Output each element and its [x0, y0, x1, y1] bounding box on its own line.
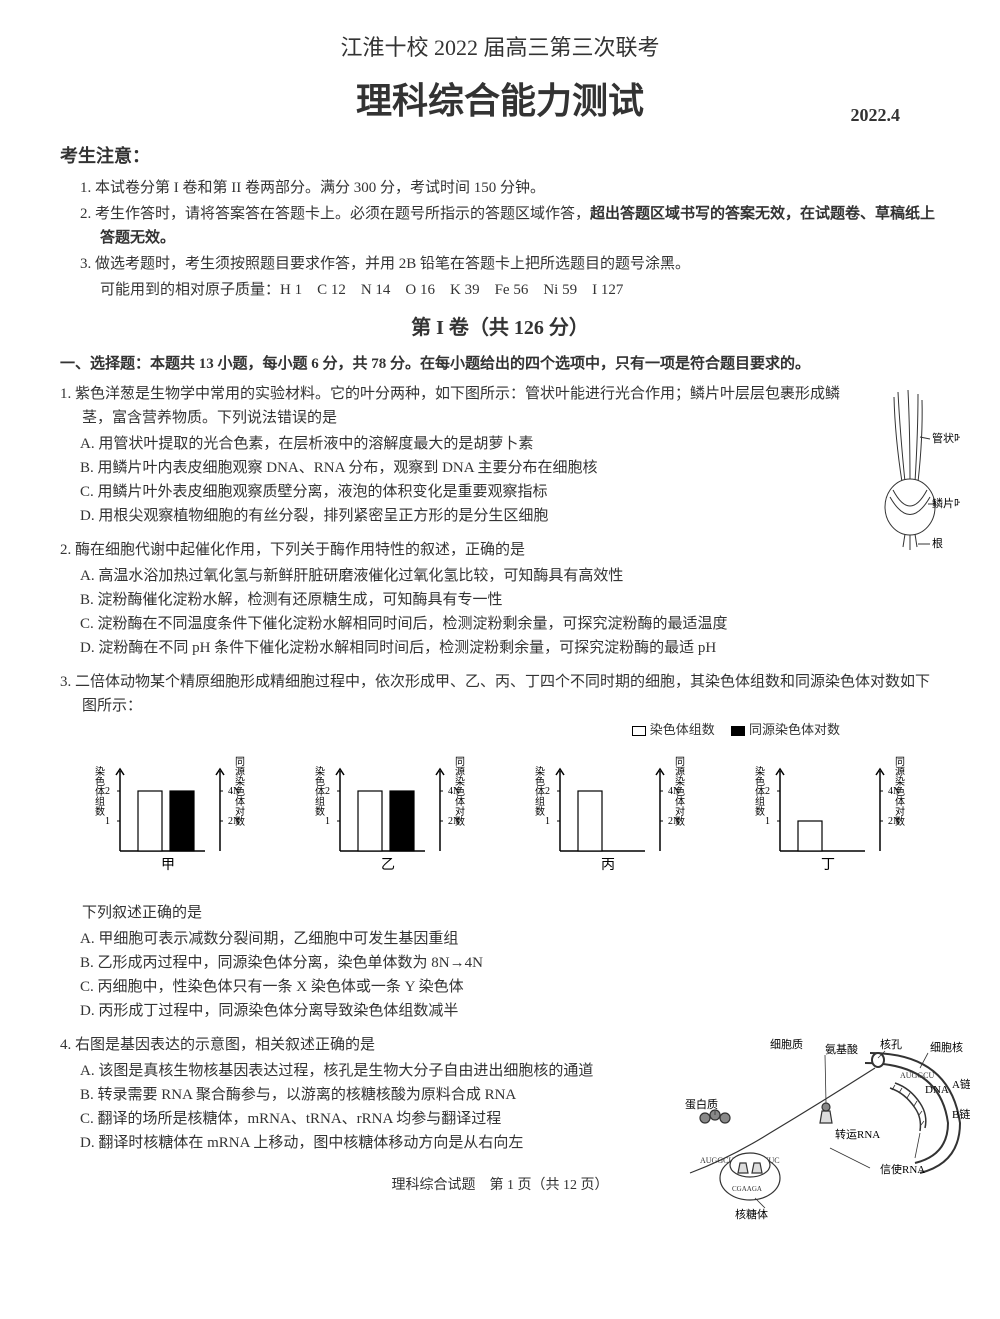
svg-text:2: 2: [105, 786, 110, 797]
q1-option-c: C. 用鳞片叶外表皮细胞观察质壁分离，液泡的体积变化是重要观察指标: [60, 480, 940, 504]
onion-diagram: 管状叶 鳞片叶 根: [860, 382, 960, 562]
svg-text:2: 2: [765, 786, 770, 797]
svg-text:甲: 甲: [161, 858, 175, 873]
q4-stem: 4. 右图是基因表达的示意图，相关叙述正确的是: [60, 1033, 600, 1057]
svg-text:染色体组数: 染色体组数: [313, 765, 325, 817]
q3-chart-row: 染色体组数 同源染色体对数 1 2 2N 4N 甲 染色体组数 同源染色体对数 …: [60, 751, 940, 891]
q4-option-d: D. 翻译时核糖体在 mRNA 上移动，图中核糖体移动方向是从右向左: [60, 1131, 600, 1155]
q4-option-b: B. 转录需要 RNA 聚合酶参与，以游离的核糖核酸为原料合成 RNA: [60, 1083, 600, 1107]
q1-option-d: D. 用根尖观察植物细胞的有丝分裂，排列紧密呈正方形的是分生区细胞: [60, 504, 940, 528]
svg-text:DNA: DNA: [925, 1084, 949, 1096]
q2-option-a: A. 高温水浴加热过氧化氢与新鲜肝脏研磨液催化过氧化氢比较，可知酶具有高效性: [60, 564, 940, 588]
svg-text:染色体组数: 染色体组数: [93, 765, 105, 817]
q3-stem: 3. 二倍体动物某个精原细胞形成精细胞过程中，依次形成甲、乙、丙、丁四个不同时期…: [60, 670, 940, 718]
svg-text:乙: 乙: [381, 857, 395, 873]
svg-text:细胞质: 细胞质: [770, 1038, 803, 1051]
q2-option-d: D. 淀粉酶在不同 pH 条件下催化淀粉水解相同时间后，检测淀粉剩余量，可探究淀…: [60, 636, 940, 660]
q3-option-a: A. 甲细胞可表示减数分裂间期，乙细胞中可发生基因重组: [60, 927, 940, 951]
svg-text:转运RNA: 转运RNA: [835, 1127, 880, 1141]
q1-option-b: B. 用鳞片叶内表皮细胞观察 DNA、RNA 分布，观察到 DNA 主要分布在细…: [60, 456, 940, 480]
svg-text:1: 1: [545, 816, 550, 827]
svg-text:蛋白质: 蛋白质: [685, 1097, 718, 1111]
svg-text:丁: 丁: [821, 858, 835, 873]
legend-white-box: [632, 726, 646, 736]
svg-text:4N: 4N: [888, 786, 900, 797]
chart-panel-丁: 染色体组数 同源染色体对数 1 2 2N 4N 丁: [740, 751, 920, 891]
section-1-title: 第 I 卷（共 126 分）: [60, 312, 940, 344]
svg-text:氨基酸: 氨基酸: [825, 1042, 858, 1056]
q4-option-a: A. 该图是真核生物核基因表达过程，核孔是生物大分子自由进出细胞核的通道: [60, 1059, 600, 1083]
notice-item-2: 2. 考生作答时，请将答案答在答题卡上。必须在题号所指示的答题区域作答，超出答题…: [60, 202, 940, 250]
svg-text:管状叶: 管状叶: [932, 431, 960, 445]
q3-option-d: D. 丙形成丁过程中，同源染色体分离导致染色体组数减半: [60, 999, 940, 1023]
q3-legend: 染色体组数 同源染色体对数: [60, 720, 840, 741]
question-4: 4. 右图是基因表达的示意图，相关叙述正确的是 A. 该图是真核生物核基因表达过…: [60, 1033, 940, 1155]
q1-stem: 1. 紫色洋葱是生物学中常用的实验材料。它的叶分两种，如下图所示：管状叶能进行光…: [60, 382, 940, 430]
svg-text:核糖体: 核糖体: [735, 1207, 768, 1221]
exam-school-line: 江淮十校 2022 届高三第三次联考: [60, 30, 940, 65]
question-2: 2. 酶在细胞代谢中起催化作用，下列关于酶作用特性的叙述，正确的是 A. 高温水…: [60, 538, 940, 660]
svg-text:4N: 4N: [668, 786, 680, 797]
svg-text:细胞核: 细胞核: [930, 1040, 963, 1054]
chart-panel-乙: 染色体组数 同源染色体对数 1 2 2N 4N 乙: [300, 751, 480, 891]
svg-text:2: 2: [545, 786, 550, 797]
svg-text:1: 1: [325, 816, 330, 827]
chart-panel-甲: 染色体组数 同源染色体对数 1 2 2N 4N 甲: [80, 751, 260, 891]
svg-text:核孔: 核孔: [880, 1037, 902, 1051]
svg-text:4N: 4N: [448, 786, 460, 797]
mcq-intro: 一、选择题：本题共 13 小题，每小题 6 分，共 78 分。在每小题给出的四个…: [60, 352, 940, 376]
svg-text:信使RNA: 信使RNA: [880, 1163, 925, 1176]
svg-text:丙: 丙: [601, 858, 615, 873]
svg-text:2N: 2N: [888, 816, 900, 827]
gene-expression-diagram: AUGGCU AUGGCUAUUCUUUC CGAAGA 细胞质 氨基酸 核孔 …: [670, 1033, 970, 1233]
q3-option-b: B. 乙形成丙过程中，同源染色体分离，染色单体数为 8N→4N: [60, 951, 940, 975]
svg-text:2: 2: [325, 786, 330, 797]
q2-option-c: C. 淀粉酶在不同温度条件下催化淀粉水解相同时间后，检测淀粉剩余量，可探究淀粉酶…: [60, 612, 940, 636]
q3-option-c: C. 丙细胞中，性染色体只有一条 X 染色体或一条 Y 染色体: [60, 975, 940, 999]
svg-text:2N: 2N: [448, 816, 460, 827]
svg-text:2N: 2N: [228, 816, 240, 827]
svg-text:鳞片叶: 鳞片叶: [932, 496, 960, 510]
legend-black-box: [731, 726, 745, 736]
svg-text:B链: B链: [952, 1107, 970, 1121]
notice-item-1: 1. 本试卷分第 I 卷和第 II 卷两部分。满分 300 分，考试时间 150…: [60, 176, 940, 200]
svg-text:2N: 2N: [668, 816, 680, 827]
svg-text:4N: 4N: [228, 786, 240, 797]
q1-option-a: A. 用管状叶提取的光合色素，在层析液中的溶解度最大的是胡萝卜素: [60, 432, 940, 456]
svg-text:A链: A链: [952, 1077, 970, 1091]
question-1: 1. 紫色洋葱是生物学中常用的实验材料。它的叶分两种，如下图所示：管状叶能进行光…: [60, 382, 940, 528]
svg-text:AUGGCU: AUGGCU: [900, 1071, 934, 1080]
notice-item-3: 3. 做选考题时，考生须按照题目要求作答，并用 2B 铅笔在答题卡上把所选题目的…: [60, 252, 940, 276]
notice-title: 考生注意：: [60, 142, 940, 171]
atomic-masses: 可能用到的相对原子质量：H 1 C 12 N 14 O 16 K 39 Fe 5…: [60, 278, 940, 302]
q3-after: 下列叙述正确的是: [60, 901, 940, 925]
svg-text:染色体组数: 染色体组数: [753, 765, 765, 817]
q2-option-b: B. 淀粉酶催化淀粉水解，检测有还原糖生成，可知酶具有专一性: [60, 588, 940, 612]
q4-option-c: C. 翻译的场所是核糖体，mRNA、tRNA、rRNA 均参与翻译过程: [60, 1107, 600, 1131]
q2-stem: 2. 酶在细胞代谢中起催化作用，下列关于酶作用特性的叙述，正确的是: [60, 538, 940, 562]
svg-text:1: 1: [765, 816, 770, 827]
svg-text:1: 1: [105, 816, 110, 827]
svg-text:CGAAGA: CGAAGA: [732, 1185, 762, 1193]
chart-panel-丙: 染色体组数 同源染色体对数 1 2 2N 4N 丙: [520, 751, 700, 891]
svg-text:染色体组数: 染色体组数: [533, 765, 545, 817]
question-3: 3. 二倍体动物某个精原细胞形成精细胞过程中，依次形成甲、乙、丙、丁四个不同时期…: [60, 670, 940, 1023]
